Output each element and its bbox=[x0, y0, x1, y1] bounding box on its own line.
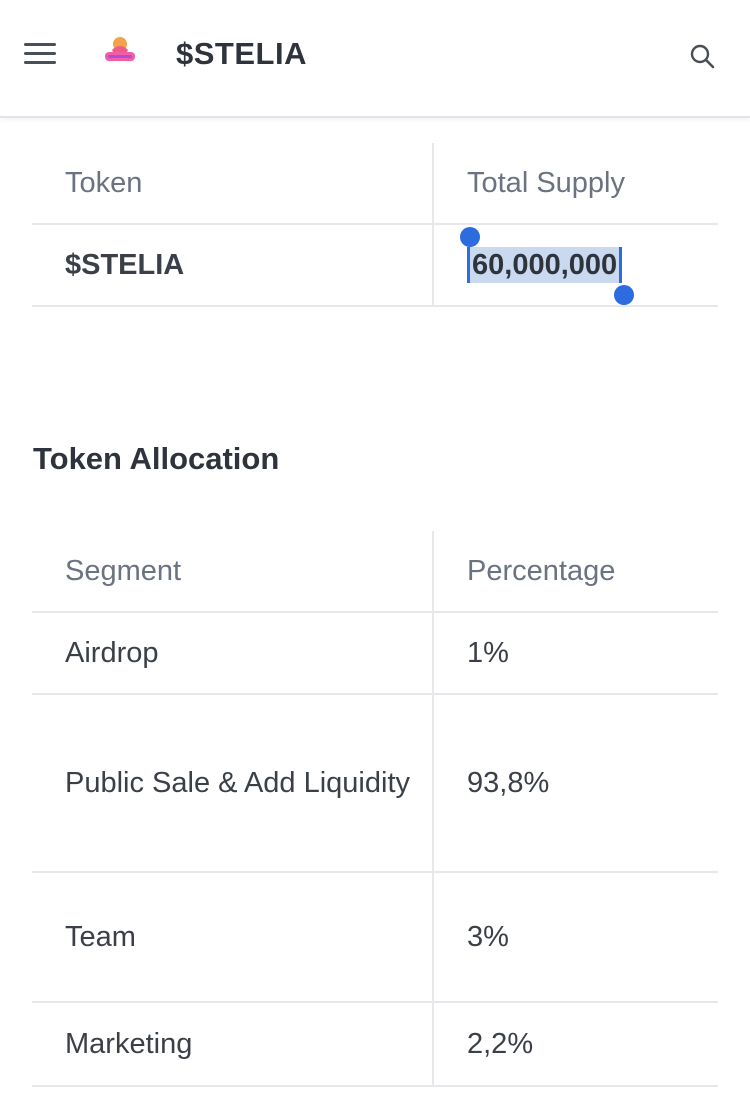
segment-cell: Marketing bbox=[32, 1002, 434, 1087]
token-allocation-table: Segment Percentage Airdrop 1% Public Sal… bbox=[32, 531, 718, 1087]
table-header-row: Segment Percentage bbox=[32, 531, 718, 613]
percentage-cell: 1% bbox=[433, 612, 718, 695]
token-name-cell: $STELIA bbox=[32, 224, 434, 307]
site-title[interactable]: $STELIA bbox=[176, 36, 307, 71]
column-header-token: Token bbox=[32, 143, 434, 225]
selected-supply-value: 60,000,000 bbox=[467, 247, 623, 283]
column-header-segment: Segment bbox=[32, 531, 434, 613]
table-row: $STELIA 60,000,000 bbox=[32, 224, 718, 307]
search-icon[interactable] bbox=[688, 42, 716, 70]
selection-start-handle[interactable] bbox=[460, 227, 480, 247]
percentage-cell: 3% bbox=[433, 872, 718, 1003]
table-row: Public Sale & Add Liquidity 93,8% bbox=[32, 694, 718, 873]
token-supply-table: Token Total Supply $STELIA 60,000,000 bbox=[32, 143, 718, 307]
segment-cell: Airdrop bbox=[32, 612, 434, 695]
total-supply-cell: 60,000,000 bbox=[433, 224, 718, 307]
selection-end-handle[interactable] bbox=[614, 285, 635, 305]
segment-cell: Team bbox=[32, 872, 434, 1003]
percentage-cell: 93,8% bbox=[433, 694, 718, 873]
table-header-row: Token Total Supply bbox=[32, 143, 718, 225]
percentage-cell: 2,2% bbox=[433, 1002, 718, 1087]
table-row: Airdrop 1% bbox=[32, 612, 718, 695]
segment-cell: Public Sale & Add Liquidity bbox=[32, 694, 434, 873]
top-navbar: $STELIA bbox=[0, 0, 750, 118]
text-selection[interactable]: 60,000,000 bbox=[460, 227, 635, 305]
token-allocation-heading: Token Allocation bbox=[33, 441, 280, 476]
column-header-percentage: Percentage bbox=[433, 531, 718, 613]
hamburger-menu-icon[interactable] bbox=[24, 41, 56, 67]
stelia-logo-icon[interactable] bbox=[102, 34, 138, 70]
table-row: Marketing 2,2% bbox=[32, 1002, 718, 1087]
table-row: Team 3% bbox=[32, 872, 718, 1003]
column-header-total-supply: Total Supply bbox=[433, 143, 718, 225]
